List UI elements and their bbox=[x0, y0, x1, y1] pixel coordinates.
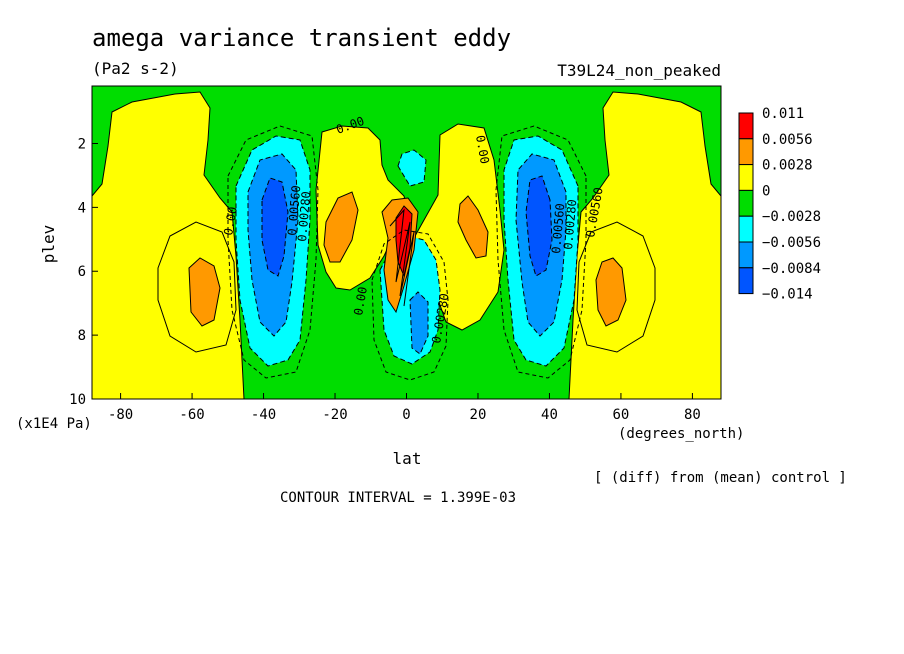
contour-nh-zero-dashed bbox=[495, 125, 587, 379]
region-nh-darkblue bbox=[525, 175, 553, 277]
contour-label: 0.00280 bbox=[295, 191, 313, 243]
x-tick-label: 20 bbox=[470, 407, 487, 423]
x-tick-label: 40 bbox=[541, 407, 558, 423]
x-axis: -80 -60 -40 -20 0 20 40 60 80 bbox=[108, 393, 701, 423]
contour-label: 0.00 bbox=[221, 206, 240, 237]
x-tick-label: -80 bbox=[108, 407, 133, 423]
colorbar: 0.011 0.0056 0.0028 0 −0.0028 −0.0056 −0.0084 −… bbox=[738, 106, 821, 303]
colorbar-swatch bbox=[738, 112, 754, 140]
x-axis-units: (degrees_north) bbox=[618, 426, 744, 442]
contour-nh-outer-inner-ring bbox=[576, 221, 656, 353]
y-tick-label: 4 bbox=[78, 200, 86, 216]
colorbar-swatch bbox=[738, 241, 754, 269]
y-tick-label: 8 bbox=[78, 328, 86, 344]
x-tick-label: 0 bbox=[402, 407, 410, 423]
contour-sh-zero-dashed bbox=[227, 125, 319, 379]
colorbar-swatch bbox=[738, 189, 754, 217]
contour-label: 0.00560 bbox=[285, 185, 303, 237]
y-axis: 2 4 6 8 10 bbox=[69, 136, 98, 408]
contour-equatorial-zero-dashed bbox=[371, 229, 449, 381]
colorbar-swatch bbox=[738, 138, 754, 166]
contour-lines bbox=[157, 125, 656, 381]
colorbar-label: 0.011 bbox=[762, 106, 804, 122]
x-tick-label: 80 bbox=[684, 407, 701, 423]
contour-label: 0.00 bbox=[351, 286, 370, 317]
y-tick-label: 2 bbox=[78, 136, 86, 152]
y-axis-label: plev bbox=[39, 225, 58, 264]
contour-label: 0.00280 bbox=[561, 199, 579, 251]
colorbar-label: −0.0056 bbox=[762, 235, 821, 251]
contour-label: 0.00 bbox=[473, 134, 492, 165]
x-axis-label: lat bbox=[393, 449, 422, 468]
y-tick-label: 10 bbox=[69, 392, 86, 408]
x-tick-label: -20 bbox=[322, 407, 347, 423]
colorbar-label: −0.0028 bbox=[762, 209, 821, 225]
chart-title: amega variance transient eddy bbox=[92, 24, 511, 52]
x-tick-label: -40 bbox=[251, 407, 276, 423]
chart-units: (Pa2 s-2) bbox=[92, 59, 179, 78]
y-axis-units: (x1E4 Pa) bbox=[16, 416, 92, 432]
region-nh-inner-orange bbox=[457, 195, 489, 259]
diff-note: [ (diff) from (mean) control ] bbox=[594, 470, 847, 486]
region-sh-inner-orange bbox=[323, 191, 359, 263]
colorbar-swatch bbox=[738, 267, 754, 295]
region-upper-cyan bbox=[397, 149, 427, 187]
colorbar-swatch bbox=[738, 164, 754, 191]
contour-sh-outer-inner-ring bbox=[157, 221, 237, 353]
contour-interval: CONTOUR INTERVAL = 1.399E-03 bbox=[280, 490, 516, 506]
colorbar-label: −0.014 bbox=[762, 287, 813, 303]
colorbar-swatch bbox=[738, 215, 754, 243]
colorbar-label: 0 bbox=[762, 183, 770, 199]
region-nh-outer-orange bbox=[595, 257, 627, 327]
contour-field: 0.00 0.00 0.00 0.00 0.00280 0.00560 0.00… bbox=[92, 86, 721, 399]
region-equatorial-blue bbox=[409, 291, 429, 355]
colorbar-label: 0.0028 bbox=[762, 158, 813, 174]
colorbar-label: 0.0056 bbox=[762, 132, 813, 148]
colorbar-label: −0.0084 bbox=[762, 261, 821, 277]
contour-label: 0.00560 bbox=[549, 203, 567, 255]
x-tick-label: 60 bbox=[613, 407, 630, 423]
run-label: T39L24_non_peaked bbox=[557, 61, 721, 80]
y-tick-label: 6 bbox=[78, 264, 86, 280]
x-tick-label: -60 bbox=[179, 407, 204, 423]
region-sh-darkblue bbox=[261, 177, 289, 277]
region-sh-outer-orange bbox=[188, 257, 221, 327]
